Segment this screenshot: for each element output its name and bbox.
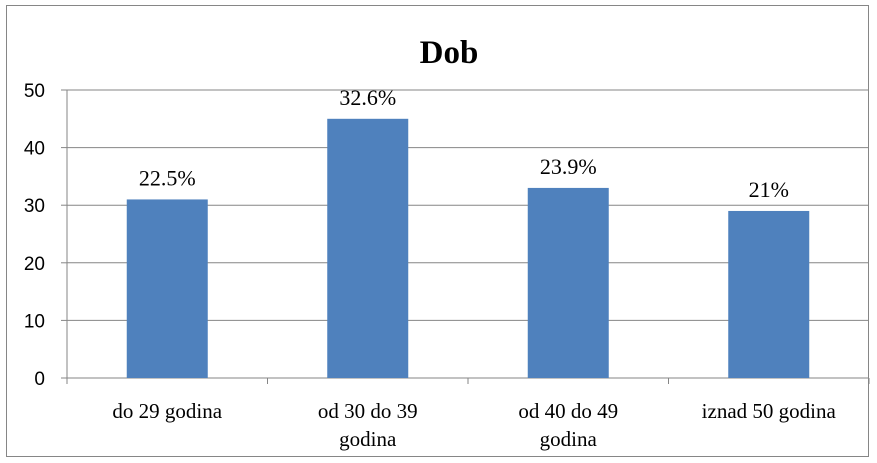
- bar: [327, 118, 409, 379]
- y-tick-label: 10: [24, 311, 45, 332]
- bar: [527, 187, 609, 378]
- x-tick-label: od 30 do 39 godina: [318, 399, 418, 451]
- x-tick-label: od 40 do 49 godina: [518, 399, 618, 451]
- chart-title: Dob: [420, 35, 479, 71]
- y-tick-label: 0: [34, 369, 45, 390]
- data-label: 21%: [749, 177, 789, 202]
- data-label: 22.5%: [139, 165, 196, 190]
- y-tick-label: 50: [24, 81, 45, 102]
- x-tick-label: do 29 godina: [112, 399, 222, 423]
- y-tick-label: 40: [24, 139, 45, 160]
- bars: [126, 118, 810, 379]
- data-labels: 22.5% 32.6% 23.9% 21%: [139, 85, 789, 202]
- bar: [126, 199, 208, 378]
- bar: [728, 210, 810, 378]
- y-axis-tick-labels: 0 10 20 30 40 50: [24, 81, 45, 390]
- x-tick-label: iznad 50 godina: [702, 399, 837, 423]
- y-tick-label: 30: [24, 196, 45, 217]
- data-label: 23.9%: [540, 154, 597, 179]
- data-label: 32.6%: [339, 85, 396, 110]
- x-axis-tick-labels: do 29 godina od 30 do 39 godina od 40 do 49…: [112, 399, 836, 451]
- y-tick-label: 20: [24, 254, 45, 275]
